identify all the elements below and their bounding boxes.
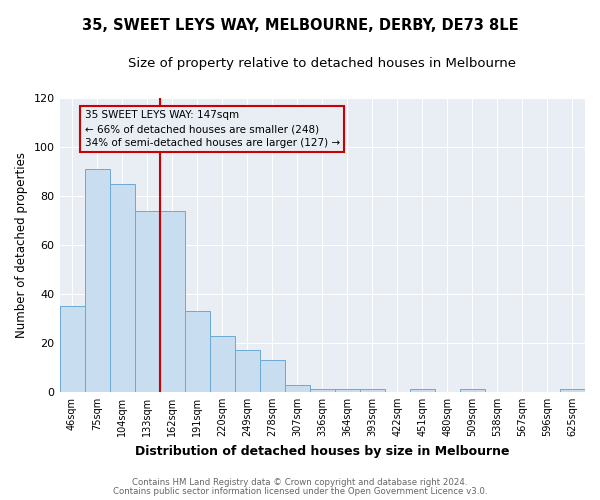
Bar	[460, 390, 485, 392]
Bar	[185, 311, 209, 392]
Bar	[59, 306, 85, 392]
Bar	[134, 210, 160, 392]
Bar	[209, 336, 235, 392]
Text: Contains public sector information licensed under the Open Government Licence v3: Contains public sector information licen…	[113, 487, 487, 496]
Bar	[110, 184, 134, 392]
Text: Contains HM Land Registry data © Crown copyright and database right 2024.: Contains HM Land Registry data © Crown c…	[132, 478, 468, 487]
Bar	[560, 390, 585, 392]
Bar	[335, 390, 360, 392]
Text: 35, SWEET LEYS WAY, MELBOURNE, DERBY, DE73 8LE: 35, SWEET LEYS WAY, MELBOURNE, DERBY, DE…	[82, 18, 518, 32]
X-axis label: Distribution of detached houses by size in Melbourne: Distribution of detached houses by size …	[135, 444, 509, 458]
Y-axis label: Number of detached properties: Number of detached properties	[15, 152, 28, 338]
Text: 35 SWEET LEYS WAY: 147sqm
← 66% of detached houses are smaller (248)
34% of semi: 35 SWEET LEYS WAY: 147sqm ← 66% of detac…	[85, 110, 340, 148]
Bar	[160, 210, 185, 392]
Bar	[285, 384, 310, 392]
Bar	[360, 390, 385, 392]
Bar	[85, 169, 110, 392]
Bar	[260, 360, 285, 392]
Title: Size of property relative to detached houses in Melbourne: Size of property relative to detached ho…	[128, 58, 516, 70]
Bar	[410, 390, 435, 392]
Bar	[310, 390, 335, 392]
Bar	[235, 350, 260, 392]
